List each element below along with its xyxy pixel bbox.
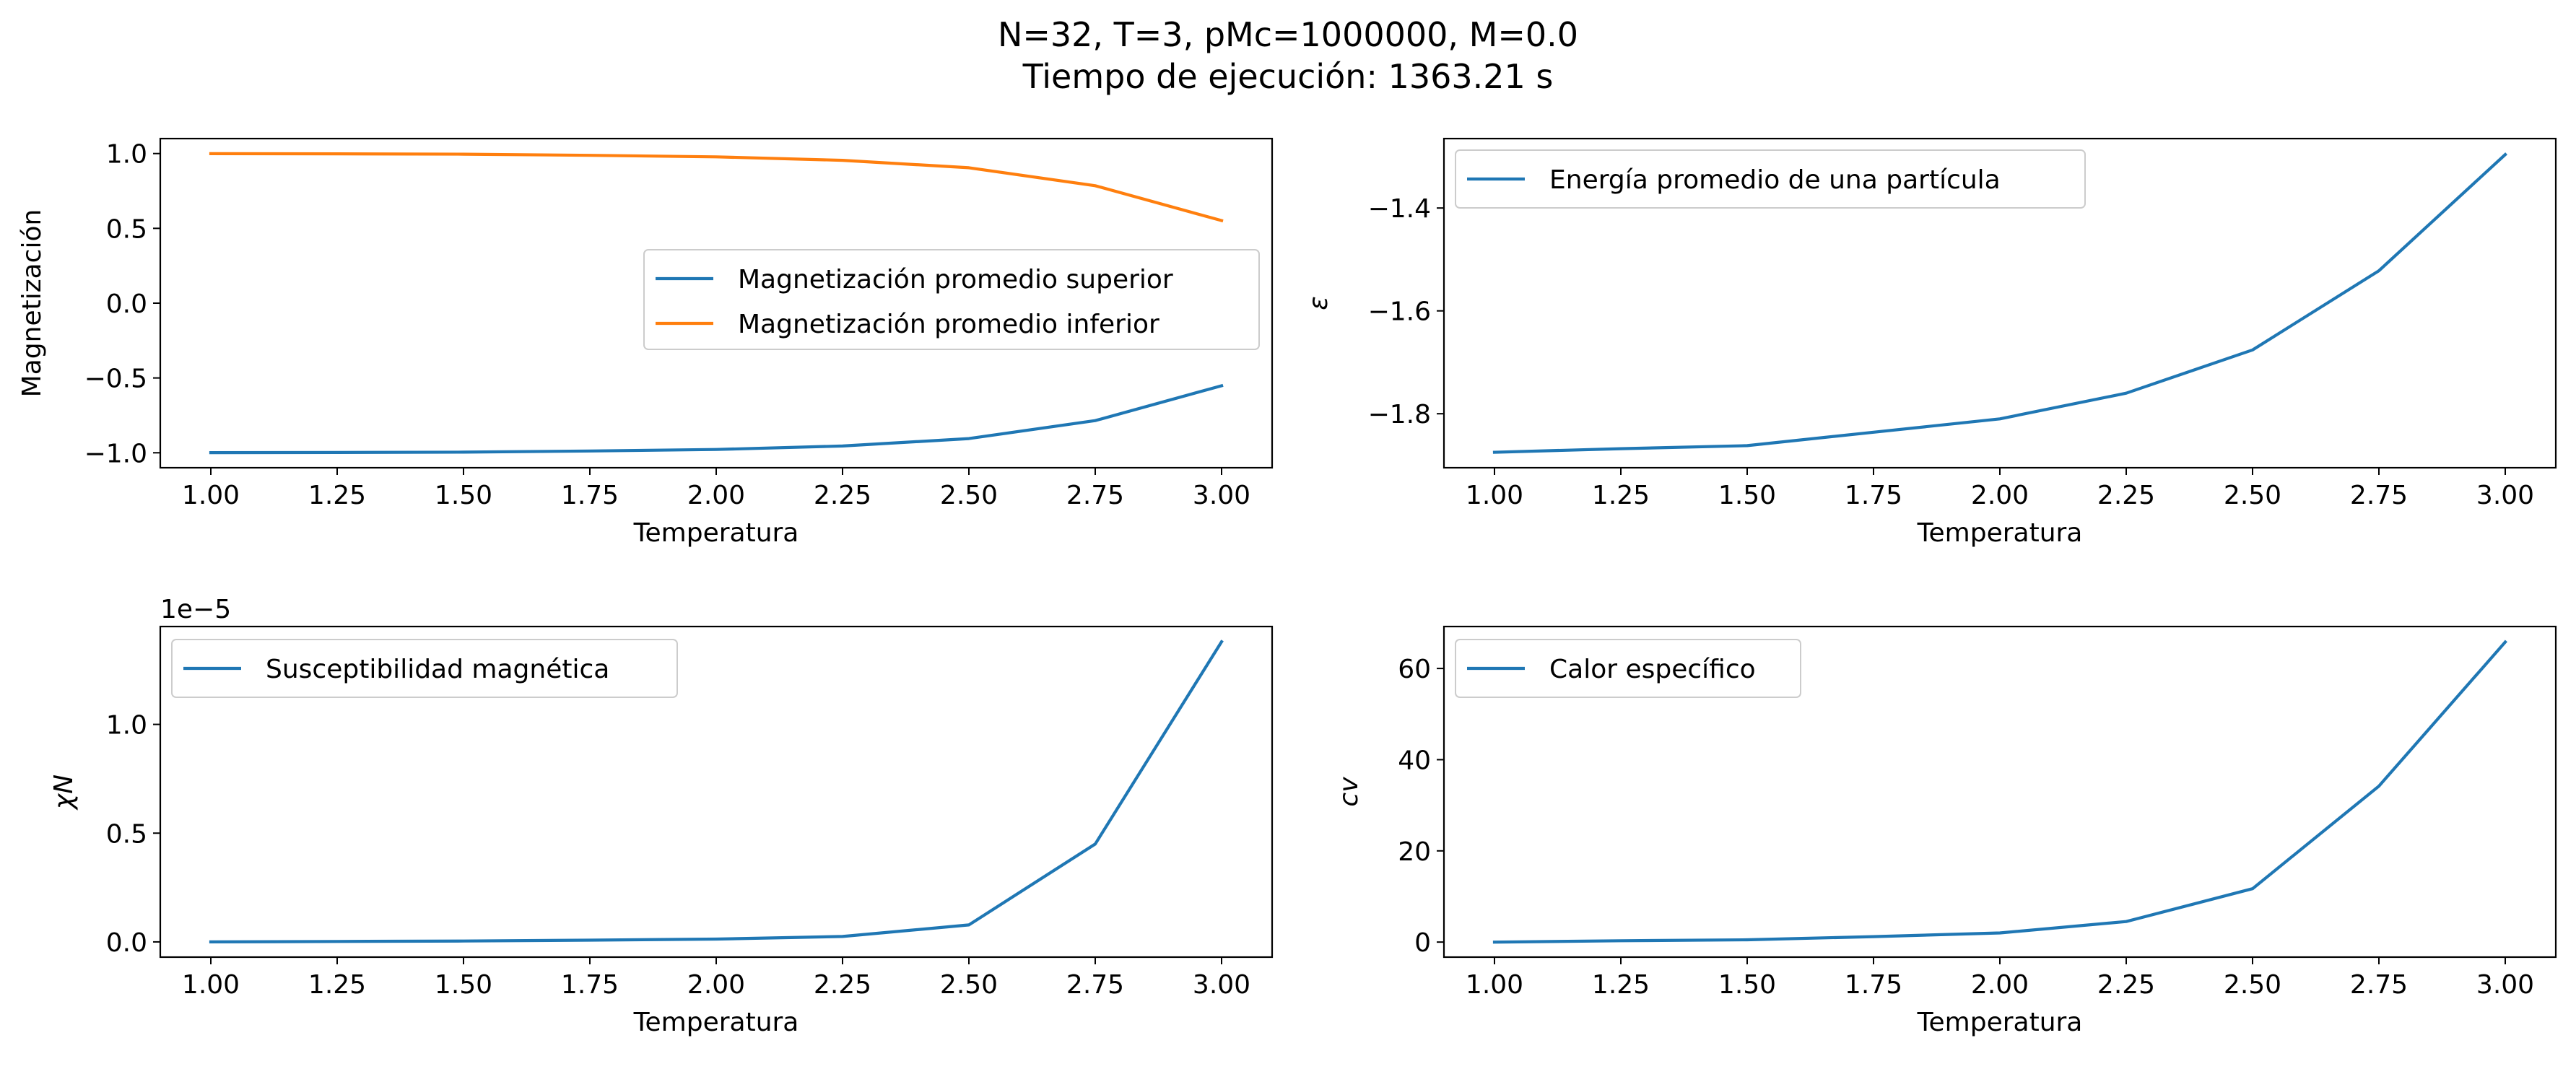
legend-label-1: Magnetización promedio superior <box>738 265 1173 294</box>
x-tick-label: 1.00 <box>182 970 240 1000</box>
x-tick-label: 2.00 <box>1971 481 2029 510</box>
x-tick-label: 1.50 <box>1718 481 1776 510</box>
y-tick-label: −1.0 <box>84 439 147 468</box>
subplot-1: 1.00 1.25 1.50 1.75 2.00 2.25 2.50 2.75 3.00 −1.0… <box>17 137 1274 548</box>
x-tick-label: 1.25 <box>308 970 366 1000</box>
x-tick-label: 2.00 <box>687 481 745 510</box>
x-tick-label: 2.50 <box>2224 481 2281 510</box>
series-line-1 <box>1492 152 2507 454</box>
legend-box <box>1455 149 2086 209</box>
x-tick-label: 2.25 <box>2097 481 2155 510</box>
x-tick-label: 2.25 <box>2097 970 2155 1000</box>
x-tick-label: 2.00 <box>687 970 745 1000</box>
series-line-2 <box>209 152 1224 223</box>
x-tick-label: 1.25 <box>1592 970 1650 1000</box>
x-tick-label: 1.75 <box>1845 970 1902 1000</box>
x-tick-label: 1.75 <box>1845 481 1902 510</box>
legend-label-1: Energía promedio de una partícula <box>1549 165 2001 195</box>
figure-subtitle-line2: Tiempo de ejecución: 1363.21 s <box>1022 57 1554 96</box>
y-axis-label: cv <box>1334 777 1364 807</box>
x-tick-label: 2.50 <box>940 970 998 1000</box>
x-tick-label: 3.00 <box>1193 481 1250 510</box>
x-tick-label: 3.00 <box>1193 970 1250 1000</box>
x-tick-label: 3.00 <box>2476 481 2534 510</box>
series-line-1 <box>209 383 1224 455</box>
x-tick-label: 1.75 <box>561 481 619 510</box>
series-line-1 <box>1492 640 2507 944</box>
x-axis-label: Temperatura <box>633 518 799 548</box>
y-tick-label: 0.0 <box>106 928 147 958</box>
x-tick-label: 1.50 <box>435 481 492 510</box>
y-tick-label: −1.4 <box>1368 194 1431 224</box>
y-axis-label: χN <box>49 775 79 811</box>
y-tick-label: 0.0 <box>106 289 147 319</box>
y-axis-label: Magnetización <box>17 209 47 398</box>
y-tick-label: 20 <box>1398 837 1431 867</box>
y-tick-label: 0 <box>1414 928 1431 958</box>
legend-label-1: Calor específico <box>1549 655 1756 684</box>
legend-box <box>643 249 1260 350</box>
legend-label-2: Magnetización promedio inferior <box>738 310 1159 339</box>
x-tick-label: 1.25 <box>308 481 366 510</box>
x-tick-label: 2.50 <box>2224 970 2281 1000</box>
y-tick-label: −1.8 <box>1368 400 1431 429</box>
x-tick-label: 1.00 <box>1466 970 1523 1000</box>
x-tick-label: 2.75 <box>1066 970 1124 1000</box>
x-tick-label: 2.75 <box>2350 970 2408 1000</box>
y-tick-label: 40 <box>1398 746 1431 775</box>
x-tick-label: 1.75 <box>561 970 619 1000</box>
x-tick-label: 1.00 <box>1466 481 1523 510</box>
figure-title-line1: N=32, T=3, pMc=1000000, M=0.0 <box>998 15 1578 54</box>
x-tick-label: 2.50 <box>940 481 998 510</box>
x-axis-label: Temperatura <box>1917 1008 2083 1037</box>
legend-box <box>1455 639 1801 698</box>
x-tick-label: 1.00 <box>182 481 240 510</box>
x-tick-label: 2.75 <box>2350 481 2408 510</box>
y-tick-label: 0.5 <box>106 819 147 849</box>
subplot-4: 1.00 1.25 1.50 1.75 2.00 2.25 2.50 2.75 3.00 0 20 4… <box>1334 625 2557 1037</box>
series-line-1 <box>209 640 1224 944</box>
y-tick-label: −0.5 <box>84 365 147 394</box>
y-tick-label: 1.0 <box>106 140 147 170</box>
x-axis-label: Temperatura <box>633 1008 799 1037</box>
y-tick-label: 1.0 <box>106 711 147 741</box>
subplot-2: 1.00 1.25 1.50 1.75 2.00 2.25 2.50 2.75 3.00 −1.8… <box>1304 137 2557 548</box>
x-tick-label: 3.00 <box>2476 970 2534 1000</box>
x-tick-label: 1.50 <box>1718 970 1776 1000</box>
x-tick-label: 2.25 <box>814 970 871 1000</box>
y-tick-label: 60 <box>1398 655 1431 684</box>
subplots-container: 1.00 1.25 1.50 1.75 2.00 2.25 2.50 2.75 3.00−1.0… <box>17 137 2557 1037</box>
y-tick-label: 0.5 <box>106 214 147 244</box>
legend-label-1: Susceptibilidad magnética <box>266 655 609 684</box>
x-tick-label: 2.00 <box>1971 970 2029 1000</box>
subplot-3: 1.00 1.25 1.50 1.75 2.00 2.25 2.50 2.75 3.00 0.0 0… <box>49 595 1274 1037</box>
x-axis-label: Temperatura <box>1917 518 2083 548</box>
x-tick-label: 1.25 <box>1592 481 1650 510</box>
x-tick-label: 2.75 <box>1066 481 1124 510</box>
x-tick-label: 2.25 <box>814 481 871 510</box>
legend-box <box>171 639 678 698</box>
x-tick-label: 1.50 <box>435 970 492 1000</box>
y-axis-label: ε <box>1304 296 1333 310</box>
y-offset-text: 1e−5 <box>160 595 231 624</box>
y-tick-label: −1.6 <box>1368 297 1431 327</box>
